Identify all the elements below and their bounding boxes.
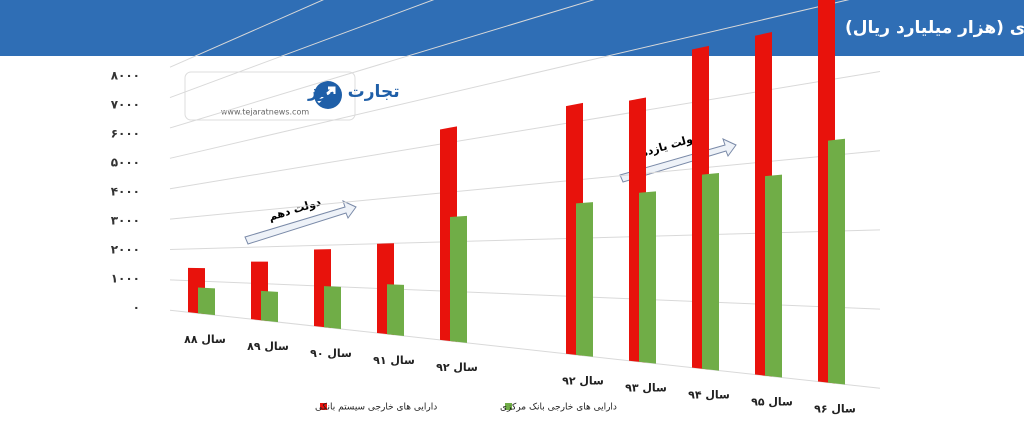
legend-swatch (505, 403, 512, 410)
y-tick-label: ۸۰۰۰ (111, 69, 140, 83)
x-tick-label: سال ۹۵ (751, 395, 793, 408)
bar (702, 173, 719, 371)
grid-line (169, 0, 435, 99)
y-tick-label: ۴۰۰۰ (111, 185, 140, 199)
grid-line (169, 0, 324, 68)
bar (261, 290, 278, 323)
x-tick-label: سال ۸۹ (247, 340, 289, 353)
chart-title: دارایی‌های خارجی سیستم بانکی و بانک مرکز… (845, 18, 1024, 38)
bar (450, 215, 467, 343)
arrow (244, 138, 737, 245)
grid-line (169, 0, 595, 129)
x-tick-label: سال ۹۱ (373, 354, 415, 367)
bar (765, 174, 782, 378)
bar (828, 138, 845, 385)
x-tick-label: سال ۹۲ (562, 375, 604, 388)
y-tick-label: ۶۰۰۰ (111, 127, 140, 141)
x-tick-label: سال ۹۶ (814, 402, 856, 415)
y-tick-label: ۲۰۰۰ (111, 243, 140, 257)
bar (639, 191, 656, 364)
x-tick-label: سال ۹۴ (688, 388, 730, 401)
x-tick-label: سال ۹۲ (436, 361, 478, 374)
bar (198, 287, 215, 316)
y-tick-label: ۵۰۰۰ (111, 156, 140, 170)
x-tick-label: سال ۹۰ (310, 347, 352, 360)
y-tick-label: ۰ (133, 301, 140, 315)
legend-label: دارایی های خارجی بانک مرکزی (500, 403, 617, 413)
title-bar (0, 0, 1024, 56)
bar (576, 202, 593, 357)
y-tick-label: ۷۰۰۰ (111, 98, 140, 112)
x-tick-label: سال ۹۳ (625, 382, 667, 395)
logo-url: www.tejaratnews.com (221, 108, 309, 117)
bar (324, 286, 341, 330)
grid-line (169, 0, 850, 159)
legend-label: دارایی های خارجی سیستم بانکی (315, 403, 437, 413)
bar (387, 284, 404, 336)
y-tick-label: ۳۰۰۰ (111, 214, 140, 228)
x-tick-label: سال ۸۸ (184, 333, 226, 346)
y-tick-label: ۱۰۰۰ (111, 272, 140, 286)
legend-swatch (320, 403, 327, 410)
logo: تجارت نیوز www.tejaratnews.com (184, 71, 400, 121)
logo-name: تجارت نیوز (307, 82, 400, 102)
